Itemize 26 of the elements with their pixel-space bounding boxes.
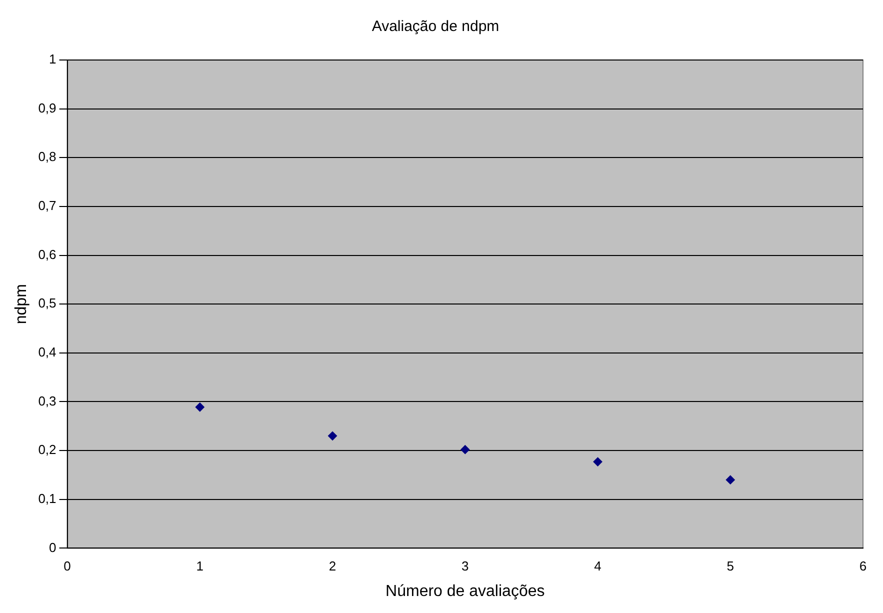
point (460, 445, 470, 454)
y-tick-label: 0,6 (38, 246, 56, 262)
x-tick-label: 5 (726, 558, 734, 574)
y-tick-label: 0,9 (38, 100, 56, 116)
point (328, 431, 338, 440)
y-axis-title: ndpm (13, 284, 30, 324)
x-tick-label: 0 (64, 558, 71, 574)
y-tick-label: 0,1 (38, 490, 56, 506)
y-tick-label: 0 (49, 540, 56, 555)
x-axis-title: Número de avaliações (386, 582, 545, 600)
x-tick-label: 4 (594, 558, 602, 574)
x-tick-label: 6 (859, 558, 867, 574)
y-tick-label: 0,4 (38, 344, 56, 360)
y-tick-label: 0,5 (38, 296, 56, 311)
point (726, 475, 735, 484)
x-tick-label: 2 (328, 558, 336, 574)
point (593, 457, 602, 466)
y-tick-label: 1 (49, 52, 56, 67)
y-tick-label: 0,3 (38, 393, 56, 408)
x-tick-label: 3 (462, 558, 469, 574)
y-tick-label: 0,2 (38, 442, 56, 458)
y-tick-label: 0,8 (38, 149, 56, 164)
x-tick-label: 1 (196, 558, 204, 574)
point (195, 402, 204, 412)
chart-title: Avaliação de ndpm (372, 18, 500, 36)
y-tick-label: 0,7 (38, 198, 56, 214)
